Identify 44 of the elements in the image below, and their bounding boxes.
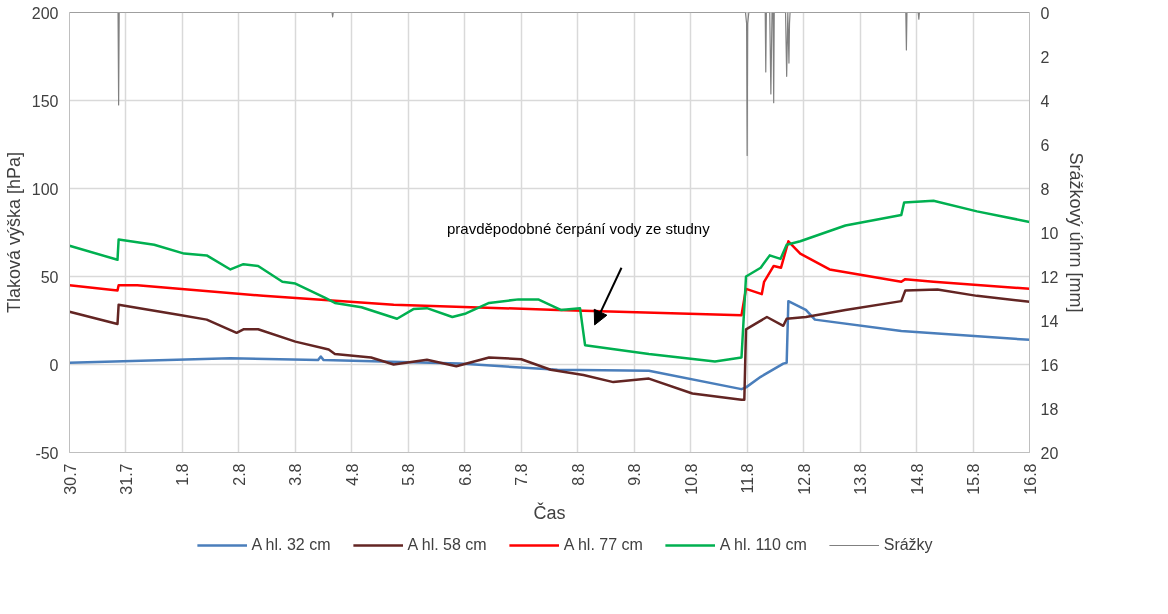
x-tick-label: 3.8	[287, 463, 305, 486]
x-tick-label: 7.8	[513, 463, 531, 486]
x-tick-label: 8.8	[569, 463, 587, 486]
legend-label: Srážky	[883, 536, 933, 554]
y2-tick-label: 8	[1040, 180, 1050, 198]
x-tick-label: 13.8	[852, 463, 870, 495]
y2-tick-label: 4	[1040, 92, 1050, 110]
y2-axis-title: Srážkový úhrn [mm]	[1066, 152, 1087, 313]
x-tick-label: 14.8	[908, 463, 926, 495]
y2-tick-label: 0	[1040, 4, 1050, 22]
legend-label: A hl. 58 cm	[407, 536, 487, 554]
y2-tick-label: 2	[1040, 48, 1050, 66]
y2-tick-label: 10	[1040, 224, 1059, 242]
legend-label: A hl. 32 cm	[251, 536, 331, 554]
y2-tick-label: 20	[1040, 444, 1059, 462]
x-tick-label: 10.8	[682, 463, 700, 495]
y2-tick-label: 12	[1040, 268, 1059, 286]
x-tick-label: 1.8	[174, 463, 192, 486]
x-tick-label: 2.8	[230, 463, 248, 486]
x-tick-label: 12.8	[795, 463, 813, 495]
x-tick-label: 4.8	[343, 463, 361, 486]
annotation: pravděpodobné čerpání vody ze studny	[446, 219, 711, 237]
x-tick-label: 5.8	[400, 463, 418, 486]
x-tick-label: 11.8	[739, 463, 757, 494]
x-tick-label: 6.8	[456, 463, 474, 486]
legend-label: A hl. 77 cm	[563, 536, 643, 554]
x-tick-label: 15.8	[965, 463, 983, 495]
y2-tick-label: 16	[1040, 356, 1059, 374]
y-tick-label: 150	[31, 92, 59, 110]
x-tick-label: 31.7	[117, 463, 135, 495]
y-tick-label: 50	[40, 268, 59, 286]
y2-tick-label: 18	[1040, 400, 1059, 418]
y-tick-label: 100	[31, 180, 59, 198]
legend-label: A hl. 110 cm	[719, 536, 807, 554]
y-tick-label: 0	[49, 356, 59, 374]
y2-tick-label: 14	[1040, 312, 1059, 330]
y-axis-title: Tlaková výška [hPa]	[3, 151, 24, 314]
x-tick-label: 16.8	[1021, 463, 1039, 495]
x-tick-label: 30.7	[61, 463, 79, 495]
x-tick-label: 9.8	[626, 463, 644, 486]
y2-tick-label: 6	[1040, 136, 1050, 154]
y-tick-label: -50	[35, 444, 59, 462]
x-axis-title: Čas	[533, 501, 566, 523]
y-tick-label: 200	[31, 4, 59, 22]
